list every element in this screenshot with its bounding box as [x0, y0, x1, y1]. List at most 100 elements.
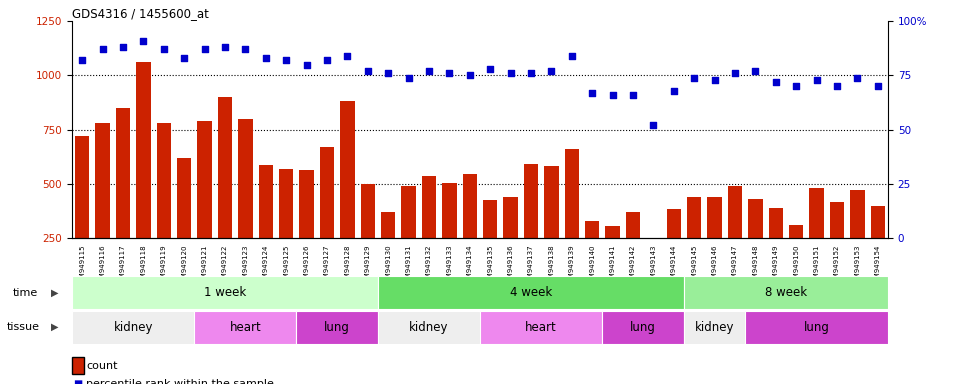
Bar: [829, 202, 844, 292]
Text: time: time: [12, 288, 37, 298]
Point: [401, 74, 417, 81]
Point: [686, 74, 702, 81]
Bar: [851, 190, 865, 292]
Text: lung: lung: [324, 321, 350, 334]
Text: lung: lung: [804, 321, 829, 334]
Text: ▶: ▶: [51, 322, 59, 332]
Point: [217, 44, 232, 50]
Bar: [443, 183, 457, 292]
Bar: [585, 221, 599, 292]
Point: [299, 61, 314, 68]
Point: [523, 70, 539, 76]
Text: 4 week: 4 week: [510, 286, 552, 299]
Point: [320, 57, 335, 63]
Bar: [748, 199, 762, 292]
Text: count: count: [86, 361, 118, 371]
Point: [483, 66, 498, 72]
Text: kidney: kidney: [113, 321, 153, 334]
Bar: [194, 311, 297, 344]
Point: [360, 68, 375, 74]
Text: kidney: kidney: [695, 321, 734, 334]
Bar: [279, 169, 294, 292]
Point: [462, 72, 477, 78]
Bar: [708, 197, 722, 292]
Point: [156, 46, 172, 52]
Bar: [646, 264, 660, 292]
Bar: [300, 170, 314, 292]
Bar: [177, 158, 191, 292]
Point: [809, 77, 825, 83]
Bar: [684, 311, 745, 344]
Point: [564, 53, 580, 59]
Bar: [666, 209, 681, 292]
Point: [421, 68, 437, 74]
Point: [870, 83, 885, 89]
Point: [177, 55, 192, 61]
Point: [543, 68, 559, 74]
Bar: [687, 197, 702, 292]
Bar: [480, 311, 603, 344]
Bar: [320, 147, 334, 292]
Bar: [297, 311, 378, 344]
Point: [748, 68, 763, 74]
Bar: [483, 200, 497, 292]
Bar: [769, 208, 783, 292]
Point: [503, 70, 518, 76]
Point: [75, 57, 90, 63]
Bar: [421, 176, 436, 292]
Bar: [72, 311, 194, 344]
Bar: [728, 186, 742, 292]
Point: [95, 46, 110, 52]
Point: [850, 74, 865, 81]
Text: percentile rank within the sample: percentile rank within the sample: [86, 379, 275, 384]
Bar: [606, 226, 620, 292]
Bar: [72, 276, 378, 309]
Point: [258, 55, 274, 61]
Bar: [238, 119, 252, 292]
Point: [135, 38, 151, 44]
Text: GDS4316 / 1455600_at: GDS4316 / 1455600_at: [72, 7, 209, 20]
Point: [442, 70, 457, 76]
Text: 1 week: 1 week: [204, 286, 246, 299]
Text: ■: ■: [73, 379, 83, 384]
Bar: [116, 108, 131, 292]
Bar: [361, 184, 375, 292]
Point: [238, 46, 253, 52]
Bar: [809, 188, 824, 292]
Bar: [463, 174, 477, 292]
Bar: [136, 62, 151, 292]
Point: [380, 70, 396, 76]
Point: [197, 46, 212, 52]
Bar: [258, 166, 273, 292]
Bar: [524, 164, 539, 292]
Bar: [503, 197, 517, 292]
Text: lung: lung: [631, 321, 656, 334]
Bar: [75, 136, 89, 292]
Point: [605, 92, 620, 98]
Text: heart: heart: [525, 321, 557, 334]
Bar: [95, 123, 109, 292]
Point: [768, 79, 783, 85]
Bar: [218, 97, 232, 292]
Bar: [340, 101, 354, 292]
Bar: [378, 311, 480, 344]
Text: kidney: kidney: [409, 321, 448, 334]
Text: tissue: tissue: [7, 322, 39, 332]
Point: [625, 92, 640, 98]
Point: [829, 83, 845, 89]
Point: [340, 53, 355, 59]
Bar: [789, 225, 804, 292]
Text: ▶: ▶: [51, 288, 59, 298]
Point: [646, 122, 661, 128]
Bar: [684, 276, 888, 309]
Point: [278, 57, 294, 63]
Point: [707, 77, 722, 83]
Bar: [603, 311, 684, 344]
Bar: [564, 149, 579, 292]
Bar: [156, 123, 171, 292]
Point: [666, 88, 682, 94]
Bar: [626, 212, 640, 292]
Text: heart: heart: [229, 321, 261, 334]
Text: 8 week: 8 week: [765, 286, 807, 299]
Point: [115, 44, 131, 50]
